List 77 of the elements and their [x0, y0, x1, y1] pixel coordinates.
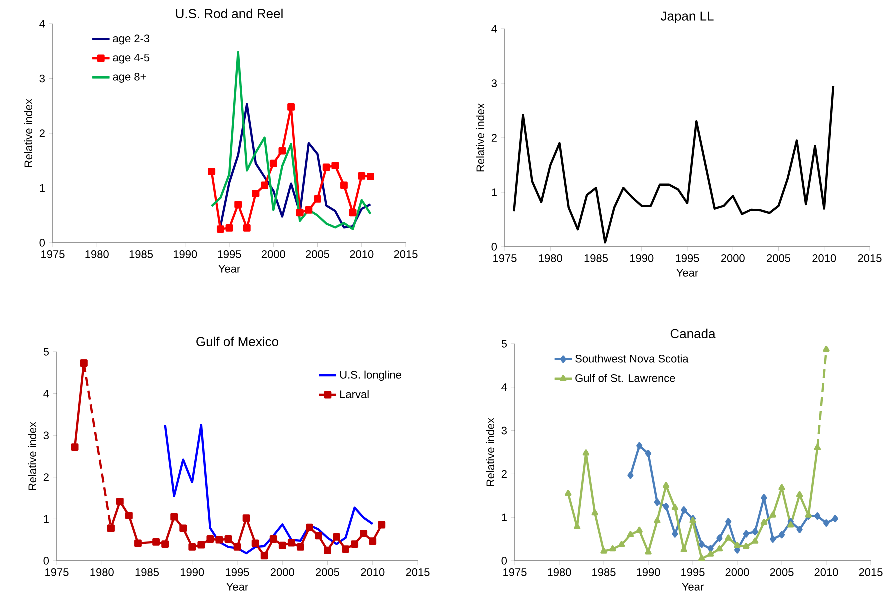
x-tick-label: 1980 [86, 250, 109, 258]
y-tick-label: 1 [502, 514, 507, 522]
chart-title: U.S. Rod and Reel [176, 8, 283, 18]
y-tick-label: 1 [40, 184, 45, 192]
x-tick-label: 1985 [130, 250, 154, 258]
x-axis-title: Year [676, 269, 698, 277]
x-tick-label: 1995 [226, 568, 250, 576]
y-tick-label: 3 [502, 426, 507, 435]
x-tick-label: 1975 [46, 568, 69, 576]
y-axis-title: Relative index [486, 418, 494, 486]
legend-label: Gulf of St. Lawrence [576, 374, 676, 382]
y-tick-label: 3 [44, 432, 49, 440]
x-tick-label: 2010 [361, 568, 385, 576]
x-tick-label: 2000 [262, 250, 286, 258]
y-tick-label: 4 [492, 25, 498, 33]
x-tick-label: 1995 [682, 568, 705, 576]
y-tick-label: 0 [40, 239, 46, 247]
y-tick-label: 2 [44, 474, 49, 482]
x-tick-label: 2000 [721, 254, 745, 262]
chart-title: Canada [670, 328, 716, 338]
x-tick-label: 1985 [592, 568, 616, 576]
x-tick-label: 1980 [548, 568, 572, 576]
x-tick-label: 1995 [218, 250, 242, 258]
x-tick-label: 2005 [306, 250, 330, 258]
x-tick-label: 1985 [584, 254, 608, 262]
y-axis-title: Relative index [476, 104, 484, 172]
y-tick-label: 1 [492, 188, 497, 196]
x-tick-label: 1975 [494, 254, 517, 262]
y-tick-label: 5 [44, 348, 49, 356]
x-tick-label: 2000 [270, 568, 294, 576]
x-tick-label: 2010 [350, 250, 374, 258]
x-tick-label: 2015 [406, 568, 430, 576]
x-tick-label: 2015 [858, 254, 882, 262]
legend-label: U.S. longline [340, 370, 402, 382]
x-tick-label: 1990 [630, 254, 654, 262]
x-tick-label: 2015 [859, 568, 883, 576]
chart-title: Gulf of Mexico [196, 336, 278, 346]
legend-label: Southwest Nova Scotia [576, 354, 689, 363]
y-tick-label: 5 [502, 340, 508, 348]
y-tick-label: 0 [502, 557, 508, 565]
chart-title: Japan LL [660, 12, 714, 24]
y-tick-label: 4 [40, 20, 46, 28]
y-tick-label: 1 [44, 515, 49, 523]
x-tick-label: 1980 [539, 254, 562, 262]
x-tick-label: 1975 [504, 568, 527, 576]
x-tick-label: 1990 [180, 568, 204, 576]
y-tick-label: 4 [502, 384, 508, 392]
x-tick-label: 2005 [767, 254, 791, 262]
x-tick-label: 1990 [637, 568, 660, 576]
x-tick-label: 2010 [812, 254, 836, 262]
y-tick-label: 2 [40, 130, 45, 138]
x-tick-label: 1990 [174, 250, 198, 258]
x-tick-label: 2015 [394, 250, 418, 258]
x-axis-title: Year [682, 583, 704, 591]
x-axis-title: Year [226, 583, 248, 591]
y-axis-title: Relative index [24, 99, 32, 168]
x-tick-label: 1975 [42, 250, 65, 258]
y-tick-label: 4 [44, 390, 50, 398]
legend-label: age 2-3 [113, 34, 150, 45]
x-tick-label: 2005 [770, 568, 794, 576]
y-tick-label: 0 [492, 243, 498, 251]
y-tick-label: 3 [40, 74, 45, 83]
x-tick-label: 1995 [676, 254, 700, 262]
legend-label: Larval [340, 390, 369, 398]
y-tick-label: 2 [502, 470, 507, 478]
x-tick-label: 1980 [90, 568, 114, 576]
legend-label: age 8+ [113, 73, 146, 83]
x-tick-label: 1985 [136, 568, 160, 576]
x-tick-label: 2005 [316, 568, 340, 576]
y-tick-label: 2 [492, 134, 497, 142]
x-tick-label: 2010 [814, 568, 838, 576]
x-axis-title: Year [218, 265, 240, 273]
y-tick-label: 3 [492, 80, 497, 88]
legend-label: age 4-5 [113, 54, 150, 64]
y-axis-title: Relative index [28, 422, 36, 490]
y-tick-label: 0 [44, 557, 50, 565]
x-tick-label: 2000 [726, 568, 750, 576]
